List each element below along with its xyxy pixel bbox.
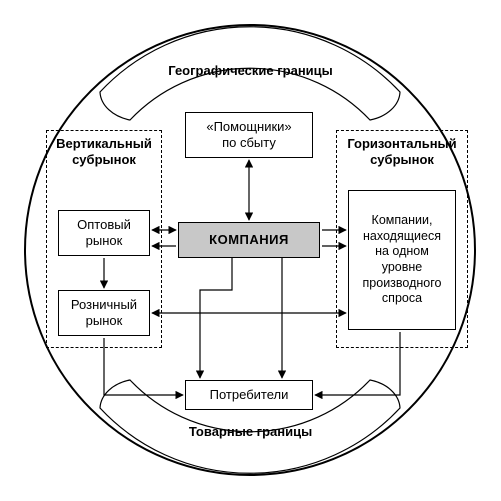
bottom-arc-label: Товарные границы — [0, 424, 501, 439]
top-arc-label: Географические границы — [0, 63, 501, 78]
horizontal-submarket-label: Горизонтальныйсубрынок — [336, 136, 468, 167]
vertical-submarket-label: Вертикальныйсубрынок — [46, 136, 162, 167]
node-horizcomp: Компании,находящиесяна одномуровнепроизв… — [348, 190, 456, 330]
node-helpers: «Помощники»по сбыту — [185, 112, 313, 158]
node-consumers: Потребители — [185, 380, 313, 410]
node-company: КОМПАНИЯ — [178, 222, 320, 258]
node-retail: Розничныйрынок — [58, 290, 150, 336]
node-wholesale: Оптовыйрынок — [58, 210, 150, 256]
edge-company-consumers-left — [200, 258, 232, 378]
